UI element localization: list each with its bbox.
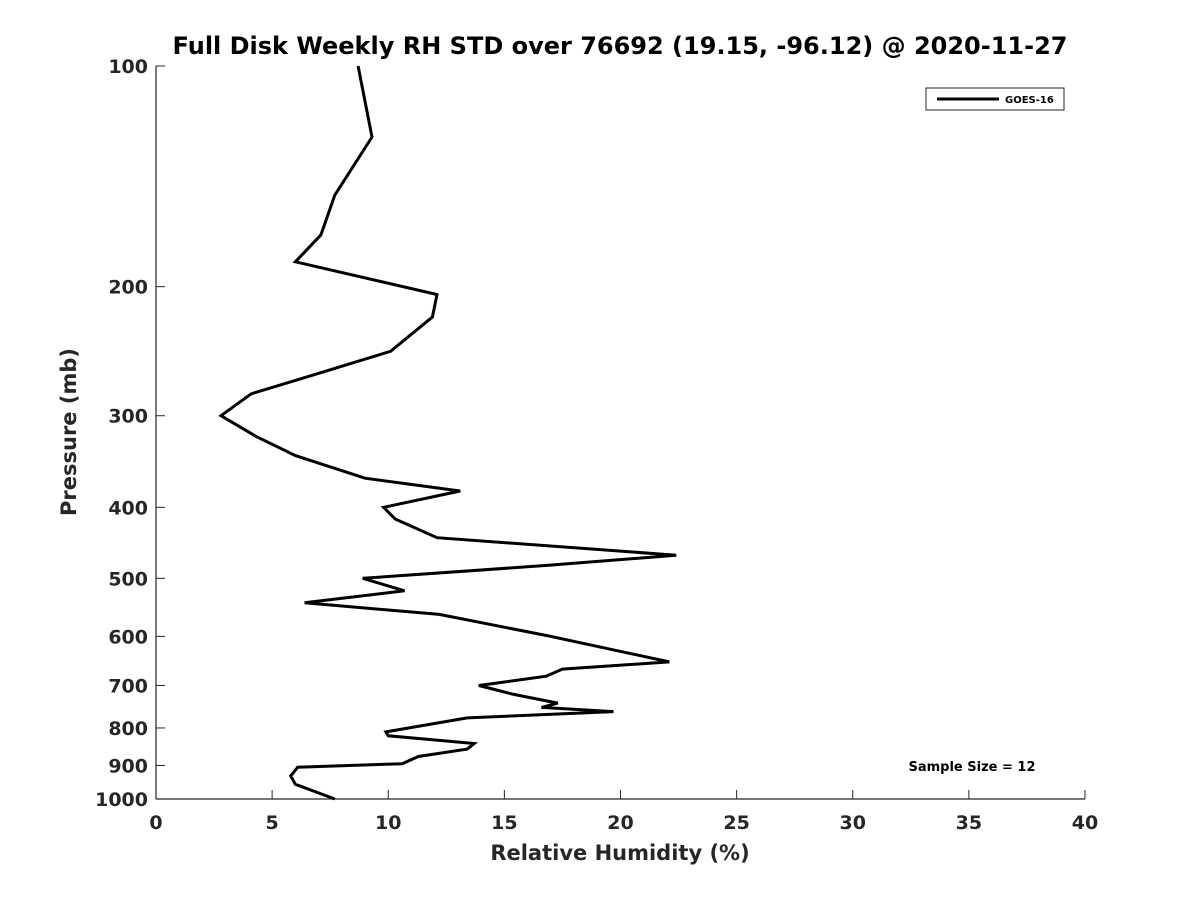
x-tick-label: 5 xyxy=(266,812,279,834)
y-tick-label: 800 xyxy=(108,718,148,740)
x-tick-label: 20 xyxy=(607,812,633,834)
sample-size-annotation: Sample Size = 12 xyxy=(908,760,1035,775)
y-tick-label: 300 xyxy=(108,406,148,428)
x-axis-label: Relative Humidity (%) xyxy=(490,841,749,865)
x-tick-label: 40 xyxy=(1072,812,1098,834)
y-tick-label: 600 xyxy=(108,626,148,648)
x-tick-label: 15 xyxy=(491,812,517,834)
y-tick-label: 900 xyxy=(108,755,148,777)
series-line-goes-16 xyxy=(218,65,677,801)
x-tick-label: 0 xyxy=(149,812,162,834)
y-axis-label: Pressure (mb) xyxy=(57,348,81,516)
y-tick-label: 400 xyxy=(108,497,148,519)
y-tick-label: 1000 xyxy=(95,789,148,811)
axes xyxy=(155,66,1085,800)
series-layer xyxy=(218,65,677,801)
x-tick-label: 30 xyxy=(840,812,866,834)
chart-title: Full Disk Weekly RH STD over 76692 (19.1… xyxy=(173,32,1068,60)
legend-label-goes-16: GOES-16 xyxy=(1005,95,1054,106)
x-tick-label: 25 xyxy=(723,812,749,834)
legend: GOES-16 xyxy=(925,87,1065,111)
y-tick-label: 700 xyxy=(108,675,148,697)
y-tick-label: 500 xyxy=(108,568,148,590)
x-axis-ticks: 0 5 10 15 20 25 30 35 40 xyxy=(149,790,1098,834)
x-tick-label: 35 xyxy=(956,812,982,834)
y-tick-label: 100 xyxy=(108,56,148,78)
y-axis-ticks: 100 200 300 400 500 600 700 800 900 1000 xyxy=(95,56,165,811)
x-tick-label: 10 xyxy=(375,812,401,834)
y-tick-label: 200 xyxy=(108,277,148,299)
